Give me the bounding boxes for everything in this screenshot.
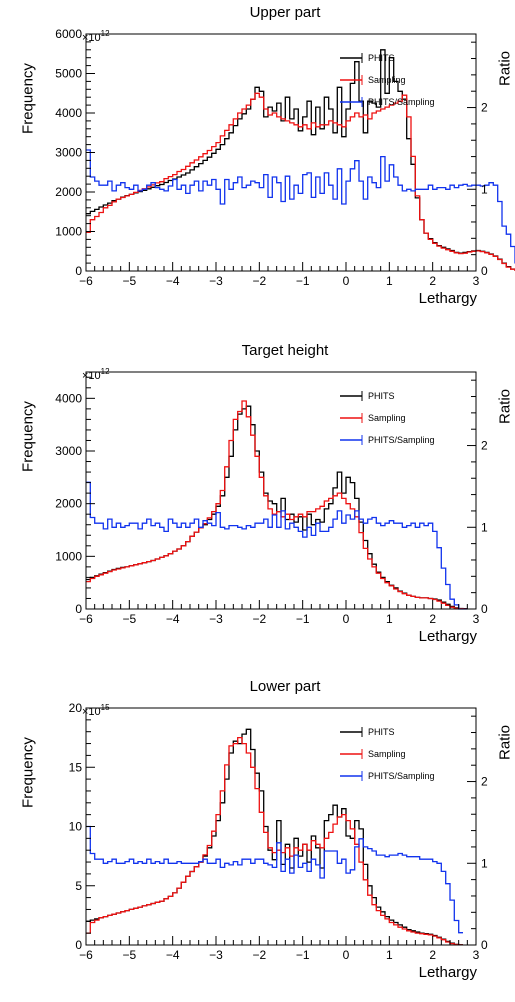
- x-tick-label: −2: [252, 612, 266, 626]
- x-tick-label: −1: [296, 274, 310, 288]
- legend-label: PHITS: [368, 391, 395, 401]
- x-tick-label: 2: [429, 948, 436, 962]
- x-axis-label: Lethargy: [418, 628, 477, 645]
- x-tick-label: −5: [122, 274, 136, 288]
- x-tick-label: 1: [386, 612, 393, 626]
- legend-label: PHITS/Sampling: [368, 97, 435, 107]
- right-tick-label: 0: [481, 602, 488, 616]
- y-tick-label: 10: [69, 820, 83, 834]
- x-tick-label: −4: [166, 948, 180, 962]
- chart-plot: −6 −5 −4 −3 −2 −1 0 1 2 301000200030004000012PHIT…: [55, 371, 488, 626]
- x-tick-label: −6: [79, 612, 93, 626]
- y-tick-label: 1000: [55, 225, 82, 239]
- x-tick-label: −1: [296, 612, 310, 626]
- y-tick-label: 0: [75, 938, 82, 952]
- legend-label: PHITS/Sampling: [368, 771, 435, 781]
- x-tick-label: −6: [79, 948, 93, 962]
- y-tick-label: 3000: [55, 444, 82, 458]
- x-tick-label: 0: [343, 274, 350, 288]
- chart-panel-lower: Lower part Frequency Ratio ×1015 −6 −5 −4−…: [0, 674, 515, 1002]
- series-line-phits-sampling: [86, 825, 463, 934]
- y-tick-label: 20: [69, 701, 83, 715]
- x-tick-label: 2: [429, 612, 436, 626]
- chart-plot: −6 −5 −4 −3 −2 −1 0 1 2 305101520012PHITSSampling…: [69, 701, 488, 962]
- chart-panel-target-height: Target height Frequency Ratio ×1012 −6 −5…: [0, 338, 515, 666]
- right-tick-label: 1: [481, 856, 488, 870]
- x-tick-label: 1: [386, 274, 393, 288]
- legend-label: Sampling: [368, 413, 406, 423]
- x-tick-label: 3: [473, 612, 480, 626]
- series-line-sampling: [86, 400, 468, 610]
- right-tick-label: 1: [481, 182, 488, 196]
- series-line-sampling: [86, 92, 515, 272]
- x-tick-label: −1: [296, 948, 310, 962]
- x-tick-label: −3: [209, 274, 223, 288]
- series-line-phits: [86, 728, 463, 946]
- legend-label: PHITS/Sampling: [368, 435, 435, 445]
- x-tick-label: 0: [343, 612, 350, 626]
- chart-panel-upper: Upper part Frequency Ratio ×1012 −6 −5 −4−…: [0, 0, 515, 328]
- right-tick-label: 0: [481, 264, 488, 278]
- x-tick-label: 3: [473, 948, 480, 962]
- y-tick-label: 2000: [55, 497, 82, 511]
- legend-label: PHITS: [368, 53, 395, 63]
- series-line-phits: [86, 49, 515, 271]
- y-tick-label: 15: [69, 760, 83, 774]
- x-tick-label: −3: [209, 948, 223, 962]
- x-tick-label: −6: [79, 274, 93, 288]
- plot-frame: [85, 33, 477, 272]
- x-tick-label: −4: [166, 612, 180, 626]
- y-tick-label: 4000: [55, 391, 82, 405]
- x-tick-label: 1: [386, 948, 393, 962]
- legend-label: Sampling: [368, 75, 406, 85]
- x-tick-label: −2: [252, 948, 266, 962]
- y-tick-label: 1000: [55, 549, 82, 563]
- right-tick-label: 2: [481, 439, 488, 453]
- x-axis-label: Lethargy: [418, 290, 477, 307]
- y-tick-label: 0: [75, 264, 82, 278]
- chart-title: Upper part: [249, 4, 321, 21]
- x-tick-label: 0: [343, 948, 350, 962]
- x-tick-label: −5: [122, 948, 136, 962]
- y-tick-label: 6000: [55, 27, 82, 41]
- y-tick-label: 5000: [55, 67, 82, 81]
- chart-plot: −6 −5 −4 −3 −2 −1 0 1 2 3010002000300040005000600…: [55, 27, 515, 288]
- y-tick-label: 3000: [55, 146, 82, 160]
- series-line-phits-sampling: [86, 149, 515, 264]
- chart-title: Target height: [241, 342, 329, 359]
- right-tick-label: 1: [481, 520, 488, 534]
- right-tick-label: 0: [481, 938, 488, 952]
- legend-label: Sampling: [368, 749, 406, 759]
- legend-label: PHITS: [368, 727, 395, 737]
- series-line-phits-sampling: [86, 481, 468, 610]
- plot-frame: [85, 371, 477, 610]
- y-tick-label: 4000: [55, 106, 82, 120]
- chart-title: Lower part: [249, 678, 321, 695]
- x-tick-label: 2: [429, 274, 436, 288]
- x-tick-label: −3: [209, 612, 223, 626]
- y-tick-label: 0: [75, 602, 82, 616]
- y-tick-label: 2000: [55, 185, 82, 199]
- x-axis-label: Lethargy: [418, 964, 477, 981]
- x-tick-label: −4: [166, 274, 180, 288]
- series-line-sampling: [86, 736, 463, 946]
- x-tick-label: 3: [473, 274, 480, 288]
- x-tick-label: −5: [122, 612, 136, 626]
- right-tick-label: 2: [481, 775, 488, 789]
- right-tick-label: 2: [481, 101, 488, 115]
- y-tick-label: 5: [75, 879, 82, 893]
- x-tick-label: −2: [252, 274, 266, 288]
